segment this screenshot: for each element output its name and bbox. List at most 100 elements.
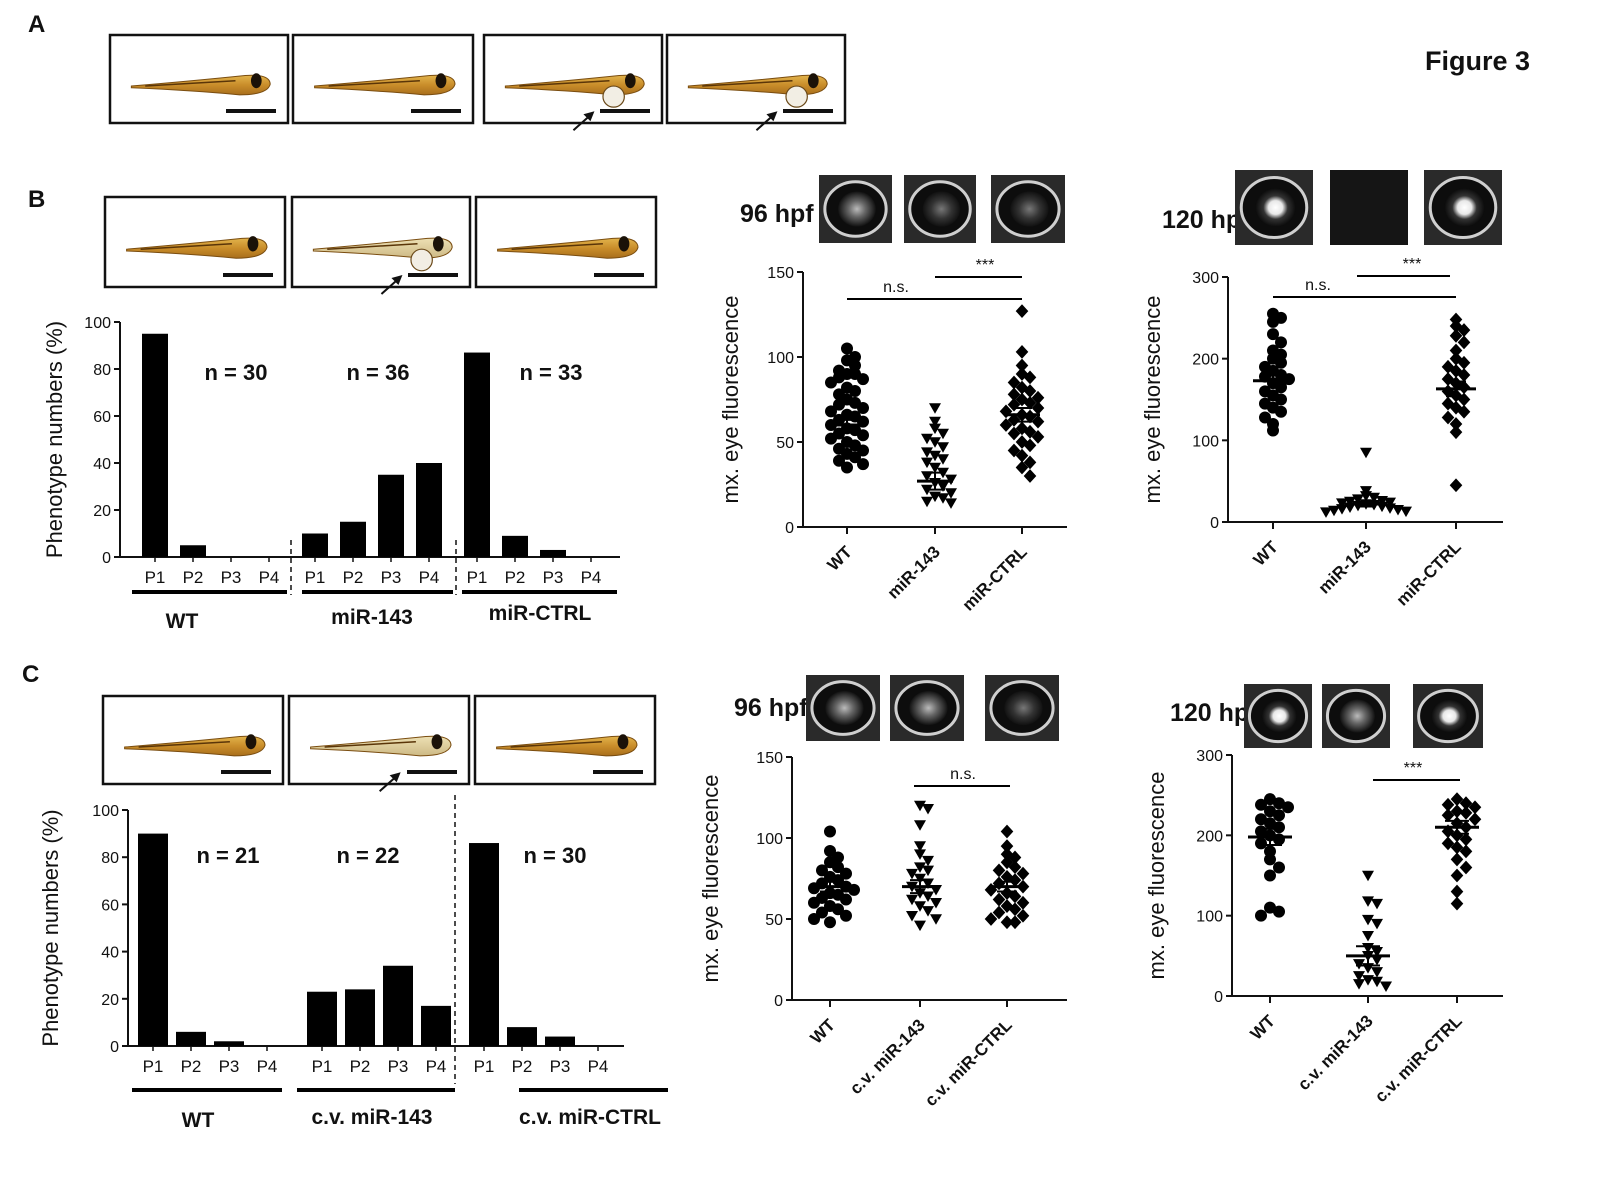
data-point [1450, 896, 1464, 911]
x-tick-label: P2 [350, 1057, 371, 1076]
data-point [1459, 832, 1473, 847]
group-label: WT [166, 610, 199, 633]
eye-thumbnail [985, 675, 1059, 741]
x-tick-label: c.v. miR-143 [1294, 1011, 1377, 1094]
data-point [1371, 967, 1383, 978]
fish-body [314, 74, 456, 96]
data-point [1273, 809, 1285, 822]
data-point [808, 913, 820, 925]
panel-c-120hpf-label: 120 hpf [1170, 699, 1258, 727]
data-point [832, 903, 844, 916]
y-tick-label: 60 [93, 409, 111, 426]
data-point [1015, 392, 1029, 407]
eye-lens [909, 690, 948, 726]
data-point [1362, 914, 1374, 926]
significance-label: *** [1404, 760, 1423, 777]
fish-stripe [145, 80, 236, 87]
data-point [1459, 860, 1473, 875]
data-point [1007, 426, 1021, 441]
fish-body [124, 735, 266, 757]
x-tick-label: WT [807, 1015, 840, 1048]
y-tick-label: 100 [767, 350, 794, 367]
y-axis-title: mx. eye fluorescence [1144, 772, 1169, 980]
fish-edema [785, 85, 808, 108]
bar [383, 965, 413, 1046]
x-tick-label: P1 [145, 568, 166, 587]
data-point [1450, 868, 1464, 883]
data-point [1457, 335, 1471, 350]
group-label: c.v. miR-CTRL [519, 1106, 661, 1129]
data-point [929, 462, 941, 474]
fish-body [310, 735, 452, 757]
panel-c-96hpf-label: 96 hpf [734, 694, 808, 722]
scale-bar [407, 770, 457, 774]
bar [416, 463, 442, 557]
data-point [999, 404, 1013, 419]
y-tick-label: 20 [101, 992, 119, 1009]
data-point [1457, 368, 1471, 382]
data-point [1267, 315, 1279, 328]
scale-bar [411, 109, 461, 113]
data-point [906, 910, 918, 922]
data-point [921, 447, 933, 458]
data-point [1031, 390, 1045, 405]
data-point [1459, 844, 1473, 859]
data-point [1450, 852, 1464, 867]
data-point [929, 437, 941, 448]
data-point [1000, 915, 1014, 930]
data-point [1449, 319, 1463, 333]
x-tick-label: miR-CTRL [1393, 537, 1465, 609]
panel-b-letter: B [28, 186, 45, 213]
data-point [929, 403, 941, 414]
data-point [945, 488, 957, 499]
data-point [1449, 425, 1463, 440]
data-point [1459, 805, 1473, 820]
data-point [1023, 396, 1037, 410]
significance-label: *** [1403, 256, 1422, 273]
data-point [1023, 424, 1037, 439]
data-point [1368, 492, 1380, 504]
x-tick-label: c.v. miR-CTRL [921, 1015, 1016, 1110]
x-tick-label: P4 [426, 1057, 447, 1076]
bar [345, 989, 375, 1046]
data-point [1449, 328, 1463, 343]
x-tick-label: P4 [257, 1057, 278, 1076]
panel-a-letter: A [28, 11, 45, 38]
data-point [1000, 869, 1014, 884]
data-point [840, 893, 852, 906]
data-point [1468, 800, 1482, 815]
data-point [1016, 866, 1030, 881]
figure-title: Figure 3 [1425, 46, 1530, 76]
x-tick-label: P4 [419, 568, 440, 587]
bar [378, 474, 404, 557]
scatter-chart: 0 100 200 300 mx. eye fluorescence WT miR-143 m… [1140, 256, 1503, 610]
data-point [984, 882, 998, 897]
data-point [984, 912, 998, 926]
data-point [1400, 506, 1412, 518]
data-point [1353, 979, 1365, 990]
x-tick-label: P3 [388, 1057, 409, 1076]
data-point [1264, 817, 1276, 830]
x-tick-label: miR-143 [1315, 537, 1375, 597]
eye-lens [922, 191, 961, 227]
fish-stripe [511, 243, 603, 250]
data-point [1000, 824, 1014, 839]
data-point [922, 891, 934, 903]
data-point [992, 892, 1006, 907]
data-point [832, 874, 844, 887]
data-point [1459, 796, 1473, 811]
data-point [833, 454, 845, 467]
x-tick-label: P3 [219, 1057, 240, 1076]
data-point [1371, 918, 1383, 930]
data-point [1441, 797, 1455, 812]
fish-stripe [510, 741, 602, 748]
y-tick-label: 300 [1192, 270, 1219, 287]
n-label: n = 33 [520, 360, 583, 385]
data-point [914, 849, 926, 860]
y-tick-label: 300 [1196, 748, 1223, 765]
fish-edema [410, 248, 433, 272]
data-point [921, 471, 933, 482]
fish-body [130, 74, 271, 96]
eye-thumbnail [819, 175, 892, 243]
